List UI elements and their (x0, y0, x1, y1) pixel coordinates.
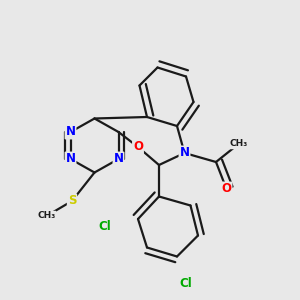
Text: O: O (133, 140, 143, 154)
Text: N: N (113, 152, 124, 166)
Text: CH₃: CH₃ (38, 212, 56, 220)
Text: O: O (221, 182, 232, 196)
Text: S: S (68, 194, 76, 208)
Text: N: N (179, 146, 190, 160)
Text: N: N (65, 152, 76, 166)
Text: N: N (65, 125, 76, 139)
Text: Cl: Cl (99, 220, 111, 233)
Text: Cl: Cl (180, 277, 192, 290)
Text: CH₃: CH₃ (230, 140, 247, 148)
